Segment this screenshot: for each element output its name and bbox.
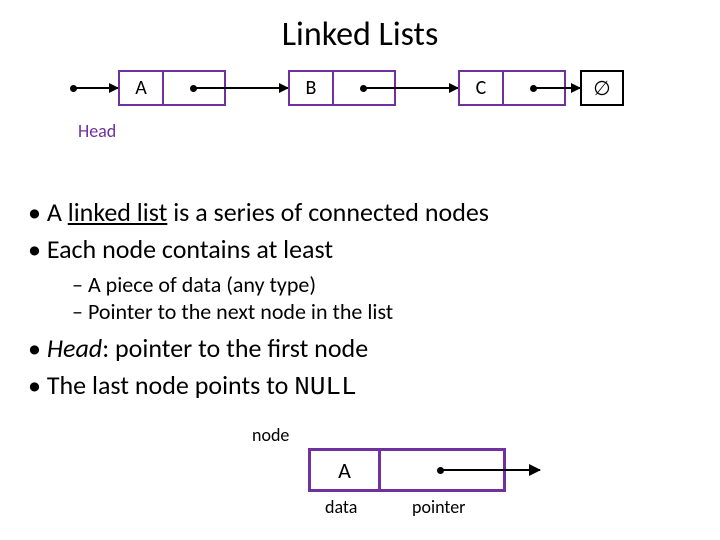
node-word-label: node (252, 424, 289, 446)
anatomy-arrow (442, 469, 540, 471)
pointer-label: pointer (412, 496, 465, 518)
data-label: data (325, 496, 357, 518)
sub-2: – Pointer to the next node in the list (72, 298, 489, 326)
pointer-arrow (194, 87, 288, 89)
head-label: Head (78, 120, 116, 142)
linked-list-term: linked list (68, 196, 168, 228)
bullet-list: • A linked list is a series of connected… (28, 196, 489, 408)
node-data-cell: B (290, 72, 334, 104)
bullet-4: • The last node points to NULL (28, 369, 489, 404)
head-arrow (72, 87, 118, 89)
node-data-cell: C (460, 72, 504, 104)
anatomy-data-cell: A (311, 451, 381, 489)
pointer-arrow (534, 87, 580, 89)
bullet-3: • Head: pointer to the first node (28, 332, 489, 365)
nodes-word: nodes (425, 196, 489, 228)
slide-title: Linked Lists (0, 14, 720, 55)
bullet-1: • A linked list is a series of connected… (28, 196, 489, 229)
null-box: ∅ (580, 70, 624, 106)
linked-list-diagram: A B C ∅ (0, 70, 720, 106)
sub-1: – A piece of data (any type) (72, 271, 489, 299)
node-data-cell: A (120, 72, 164, 104)
pointer-arrow (364, 87, 458, 89)
bullet-2: • Each node contains at least (28, 233, 489, 266)
